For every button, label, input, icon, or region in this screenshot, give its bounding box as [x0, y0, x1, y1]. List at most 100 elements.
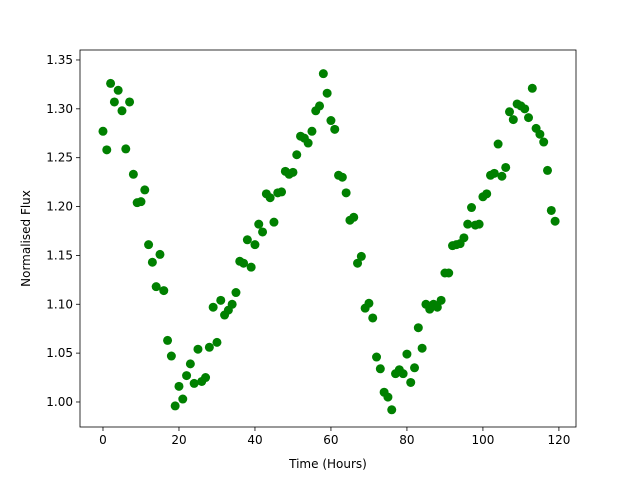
point — [375, 364, 385, 374]
point — [318, 69, 328, 79]
point — [474, 219, 484, 229]
point — [121, 144, 131, 154]
y-tick-label: 1.35 — [46, 53, 73, 67]
point — [246, 262, 256, 272]
x-tick-label: 80 — [399, 433, 414, 447]
point — [543, 165, 553, 175]
x-tick-label: 0 — [99, 433, 107, 447]
axes-frame — [79, 49, 577, 428]
point — [459, 233, 469, 243]
y-axis-label: Normalised Flux — [19, 190, 33, 287]
point — [372, 352, 382, 362]
point — [227, 299, 237, 309]
point — [208, 302, 218, 312]
point — [398, 369, 408, 379]
point — [432, 302, 442, 312]
point — [269, 217, 279, 227]
point — [102, 145, 112, 155]
point — [497, 171, 507, 181]
point — [524, 113, 534, 123]
point — [535, 129, 545, 139]
point — [539, 137, 549, 147]
point — [315, 101, 325, 111]
y-tick-label: 1.05 — [46, 346, 73, 360]
point — [482, 189, 492, 199]
point — [288, 167, 298, 177]
point — [144, 240, 154, 250]
point — [546, 205, 556, 215]
point — [364, 298, 374, 308]
point — [303, 138, 313, 148]
point — [125, 97, 135, 107]
point — [493, 139, 503, 149]
point — [322, 88, 332, 98]
point — [204, 342, 214, 352]
point — [182, 371, 192, 381]
point — [170, 401, 180, 411]
point — [189, 378, 199, 388]
point — [413, 323, 423, 333]
y-tick-label: 1.10 — [46, 297, 73, 311]
point — [193, 344, 203, 354]
plot-area — [80, 50, 576, 427]
x-tick-label: 60 — [323, 433, 338, 447]
point — [159, 286, 169, 296]
y-tick-label: 1.25 — [46, 151, 73, 165]
point — [387, 405, 397, 415]
x-axis-label: Time (Hours) — [288, 457, 367, 471]
point — [106, 78, 116, 88]
point — [463, 219, 473, 229]
point — [277, 187, 287, 197]
point — [174, 381, 184, 391]
point — [527, 83, 537, 93]
point — [292, 150, 302, 160]
point — [501, 162, 511, 172]
x-tick-label: 100 — [471, 433, 494, 447]
point — [383, 392, 393, 402]
point — [136, 197, 146, 207]
point — [265, 193, 275, 203]
point — [505, 107, 515, 117]
x-tick-label: 20 — [171, 433, 186, 447]
point — [147, 257, 157, 267]
point — [201, 373, 211, 383]
point — [166, 351, 176, 361]
point — [250, 240, 260, 250]
point — [330, 124, 340, 134]
point — [113, 85, 123, 95]
point — [520, 104, 530, 114]
point — [109, 97, 119, 107]
y-tick-label: 1.20 — [46, 200, 73, 214]
point — [140, 185, 150, 195]
point — [550, 216, 560, 226]
point — [258, 227, 268, 237]
point — [231, 288, 241, 298]
point — [337, 172, 347, 182]
point — [356, 251, 366, 261]
point — [239, 258, 249, 268]
point — [98, 126, 108, 136]
point — [368, 313, 378, 323]
point — [254, 219, 264, 229]
point — [216, 295, 226, 305]
point — [353, 258, 363, 268]
point — [349, 212, 359, 222]
point — [417, 343, 427, 353]
point — [444, 268, 454, 278]
point — [185, 359, 195, 369]
point — [212, 337, 222, 347]
point — [307, 126, 317, 136]
point — [508, 115, 518, 125]
y-tick-label: 1.30 — [46, 102, 73, 116]
x-tick-label: 120 — [547, 433, 570, 447]
point — [128, 169, 138, 179]
point — [341, 188, 351, 198]
point — [326, 116, 336, 126]
point — [489, 168, 499, 178]
point — [163, 335, 173, 345]
point — [117, 106, 127, 116]
point — [151, 282, 161, 292]
point — [155, 249, 165, 259]
